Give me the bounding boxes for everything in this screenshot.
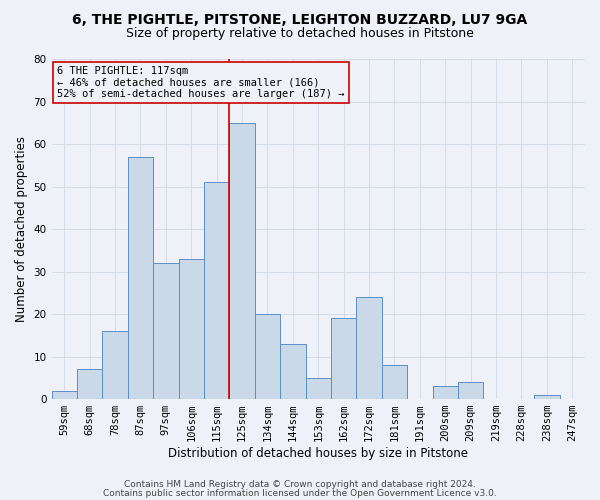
Text: 6, THE PIGHTLE, PITSTONE, LEIGHTON BUZZARD, LU7 9GA: 6, THE PIGHTLE, PITSTONE, LEIGHTON BUZZA… xyxy=(73,12,527,26)
Bar xyxy=(356,297,382,399)
Bar xyxy=(331,318,356,399)
Bar xyxy=(52,390,77,399)
Bar xyxy=(179,259,204,399)
Bar xyxy=(229,123,255,399)
Bar xyxy=(77,370,103,399)
Text: Size of property relative to detached houses in Pitstone: Size of property relative to detached ho… xyxy=(126,28,474,40)
Bar xyxy=(255,314,280,399)
Bar xyxy=(305,378,331,399)
Bar xyxy=(280,344,305,399)
Bar xyxy=(458,382,484,399)
Text: Contains public sector information licensed under the Open Government Licence v3: Contains public sector information licen… xyxy=(103,489,497,498)
Bar xyxy=(204,182,229,399)
Text: Contains HM Land Registry data © Crown copyright and database right 2024.: Contains HM Land Registry data © Crown c… xyxy=(124,480,476,489)
Text: 6 THE PIGHTLE: 117sqm
← 46% of detached houses are smaller (166)
52% of semi-det: 6 THE PIGHTLE: 117sqm ← 46% of detached … xyxy=(57,66,344,99)
Bar xyxy=(534,395,560,399)
Bar xyxy=(103,331,128,399)
X-axis label: Distribution of detached houses by size in Pitstone: Distribution of detached houses by size … xyxy=(168,447,468,460)
Bar xyxy=(128,157,153,399)
Bar xyxy=(153,263,179,399)
Y-axis label: Number of detached properties: Number of detached properties xyxy=(15,136,28,322)
Bar xyxy=(433,386,458,399)
Bar xyxy=(382,365,407,399)
